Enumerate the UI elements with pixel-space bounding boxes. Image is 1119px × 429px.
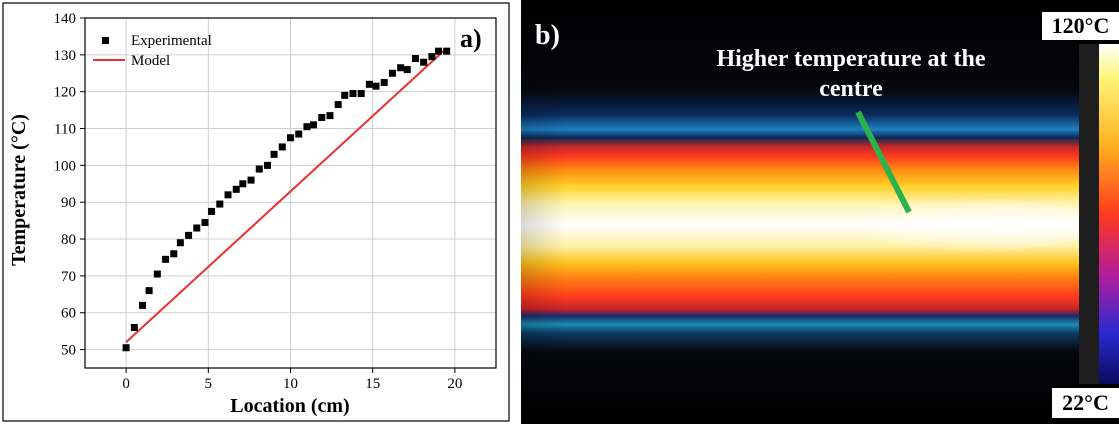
model-series-line [125, 50, 445, 343]
x-tick-label: 20 [447, 376, 462, 392]
y-tick-label: 130 [54, 48, 77, 64]
experimental-point [263, 161, 271, 169]
experimental-point [270, 150, 278, 158]
experimental-point [193, 224, 201, 232]
experimental-point [397, 64, 405, 72]
experimental-point [310, 121, 318, 129]
experimental-point [208, 207, 216, 215]
legend-experimental-marker [102, 37, 109, 44]
experimental-point [434, 47, 442, 55]
x-axis-label: Location (cm) [230, 395, 349, 417]
thermal-image-panel: b) Higher temperature at the centre 120°… [521, 0, 1119, 424]
y-tick-label: 110 [54, 122, 76, 138]
y-tick-label: 60 [61, 306, 76, 322]
y-tick-label: 140 [54, 11, 77, 27]
temperature-chart-panel: 0 5 10 15 20 50 60 70 80 90 100 110 120 130 140 Experi… [0, 0, 512, 424]
experimental-point [365, 80, 373, 88]
legend-experimental-label: Experimental [131, 33, 212, 49]
experimental-point [295, 130, 303, 138]
x-tick-label: 0 [122, 376, 130, 392]
y-tick-label: 120 [54, 85, 77, 101]
experimental-point [411, 55, 419, 63]
experimental-point [287, 134, 294, 142]
experimental-point [303, 123, 311, 131]
experimental-point [420, 58, 428, 66]
experimental-point [153, 270, 161, 278]
experimental-point [428, 53, 436, 61]
y-axis-label: Temperature (°C) [8, 114, 30, 266]
y-tick-label: 80 [61, 232, 76, 248]
annotation-arrow [855, 110, 912, 214]
y-tick-label: 50 [61, 343, 76, 359]
experimental-point [443, 47, 451, 55]
experimental-point [239, 180, 247, 188]
y-tick-label: 100 [54, 158, 77, 174]
experimental-point [232, 185, 240, 193]
y-tick-label: 70 [61, 269, 76, 285]
experimental-point [388, 69, 396, 77]
experimental-point [247, 176, 255, 184]
experimental-point [145, 287, 153, 295]
experimental-point [185, 231, 193, 239]
experimental-point [130, 323, 138, 331]
experimental-point [318, 113, 326, 121]
experimental-point [176, 239, 184, 247]
experimental-point [372, 82, 380, 90]
x-tick-label: 10 [283, 376, 298, 392]
experimental-point [380, 78, 388, 86]
x-tick-label: 15 [365, 376, 380, 392]
experimental-point [170, 250, 178, 258]
experimental-point [139, 301, 147, 309]
experimental-point [326, 112, 334, 120]
temperature-scale-bar [1099, 44, 1119, 384]
centre-temperature-annotation: Higher temperature at the centre [716, 46, 986, 102]
panel-a-label: a) [460, 24, 482, 53]
panel-b-label: b) [535, 20, 560, 51]
experimental-point [278, 143, 286, 151]
experimental-point [357, 90, 365, 98]
experimental-point [255, 165, 263, 173]
experimental-point [334, 101, 342, 109]
scale-max-label: 120°C [1042, 12, 1119, 40]
y-tick-label: 90 [61, 195, 76, 211]
thermal-edge-fade [521, 0, 1079, 424]
scale-bar-dark-strip [1079, 44, 1099, 384]
experimental-point [341, 91, 349, 99]
experimental-point [122, 344, 130, 352]
plot-outer-frame [2, 2, 510, 422]
experimental-point [224, 191, 232, 199]
experimental-point [201, 218, 209, 226]
experimental-point [162, 255, 170, 263]
x-tick-label: 5 [205, 376, 213, 392]
experimental-point [349, 90, 357, 98]
temperature-chart: 0 5 10 15 20 50 60 70 80 90 100 110 120 130 140 Experi… [2, 2, 510, 422]
experimental-point [403, 66, 411, 74]
scale-min-label: 22°C [1052, 388, 1119, 418]
experimental-point [216, 200, 224, 208]
thermal-image [521, 0, 1119, 424]
legend-model-label: Model [131, 53, 170, 69]
